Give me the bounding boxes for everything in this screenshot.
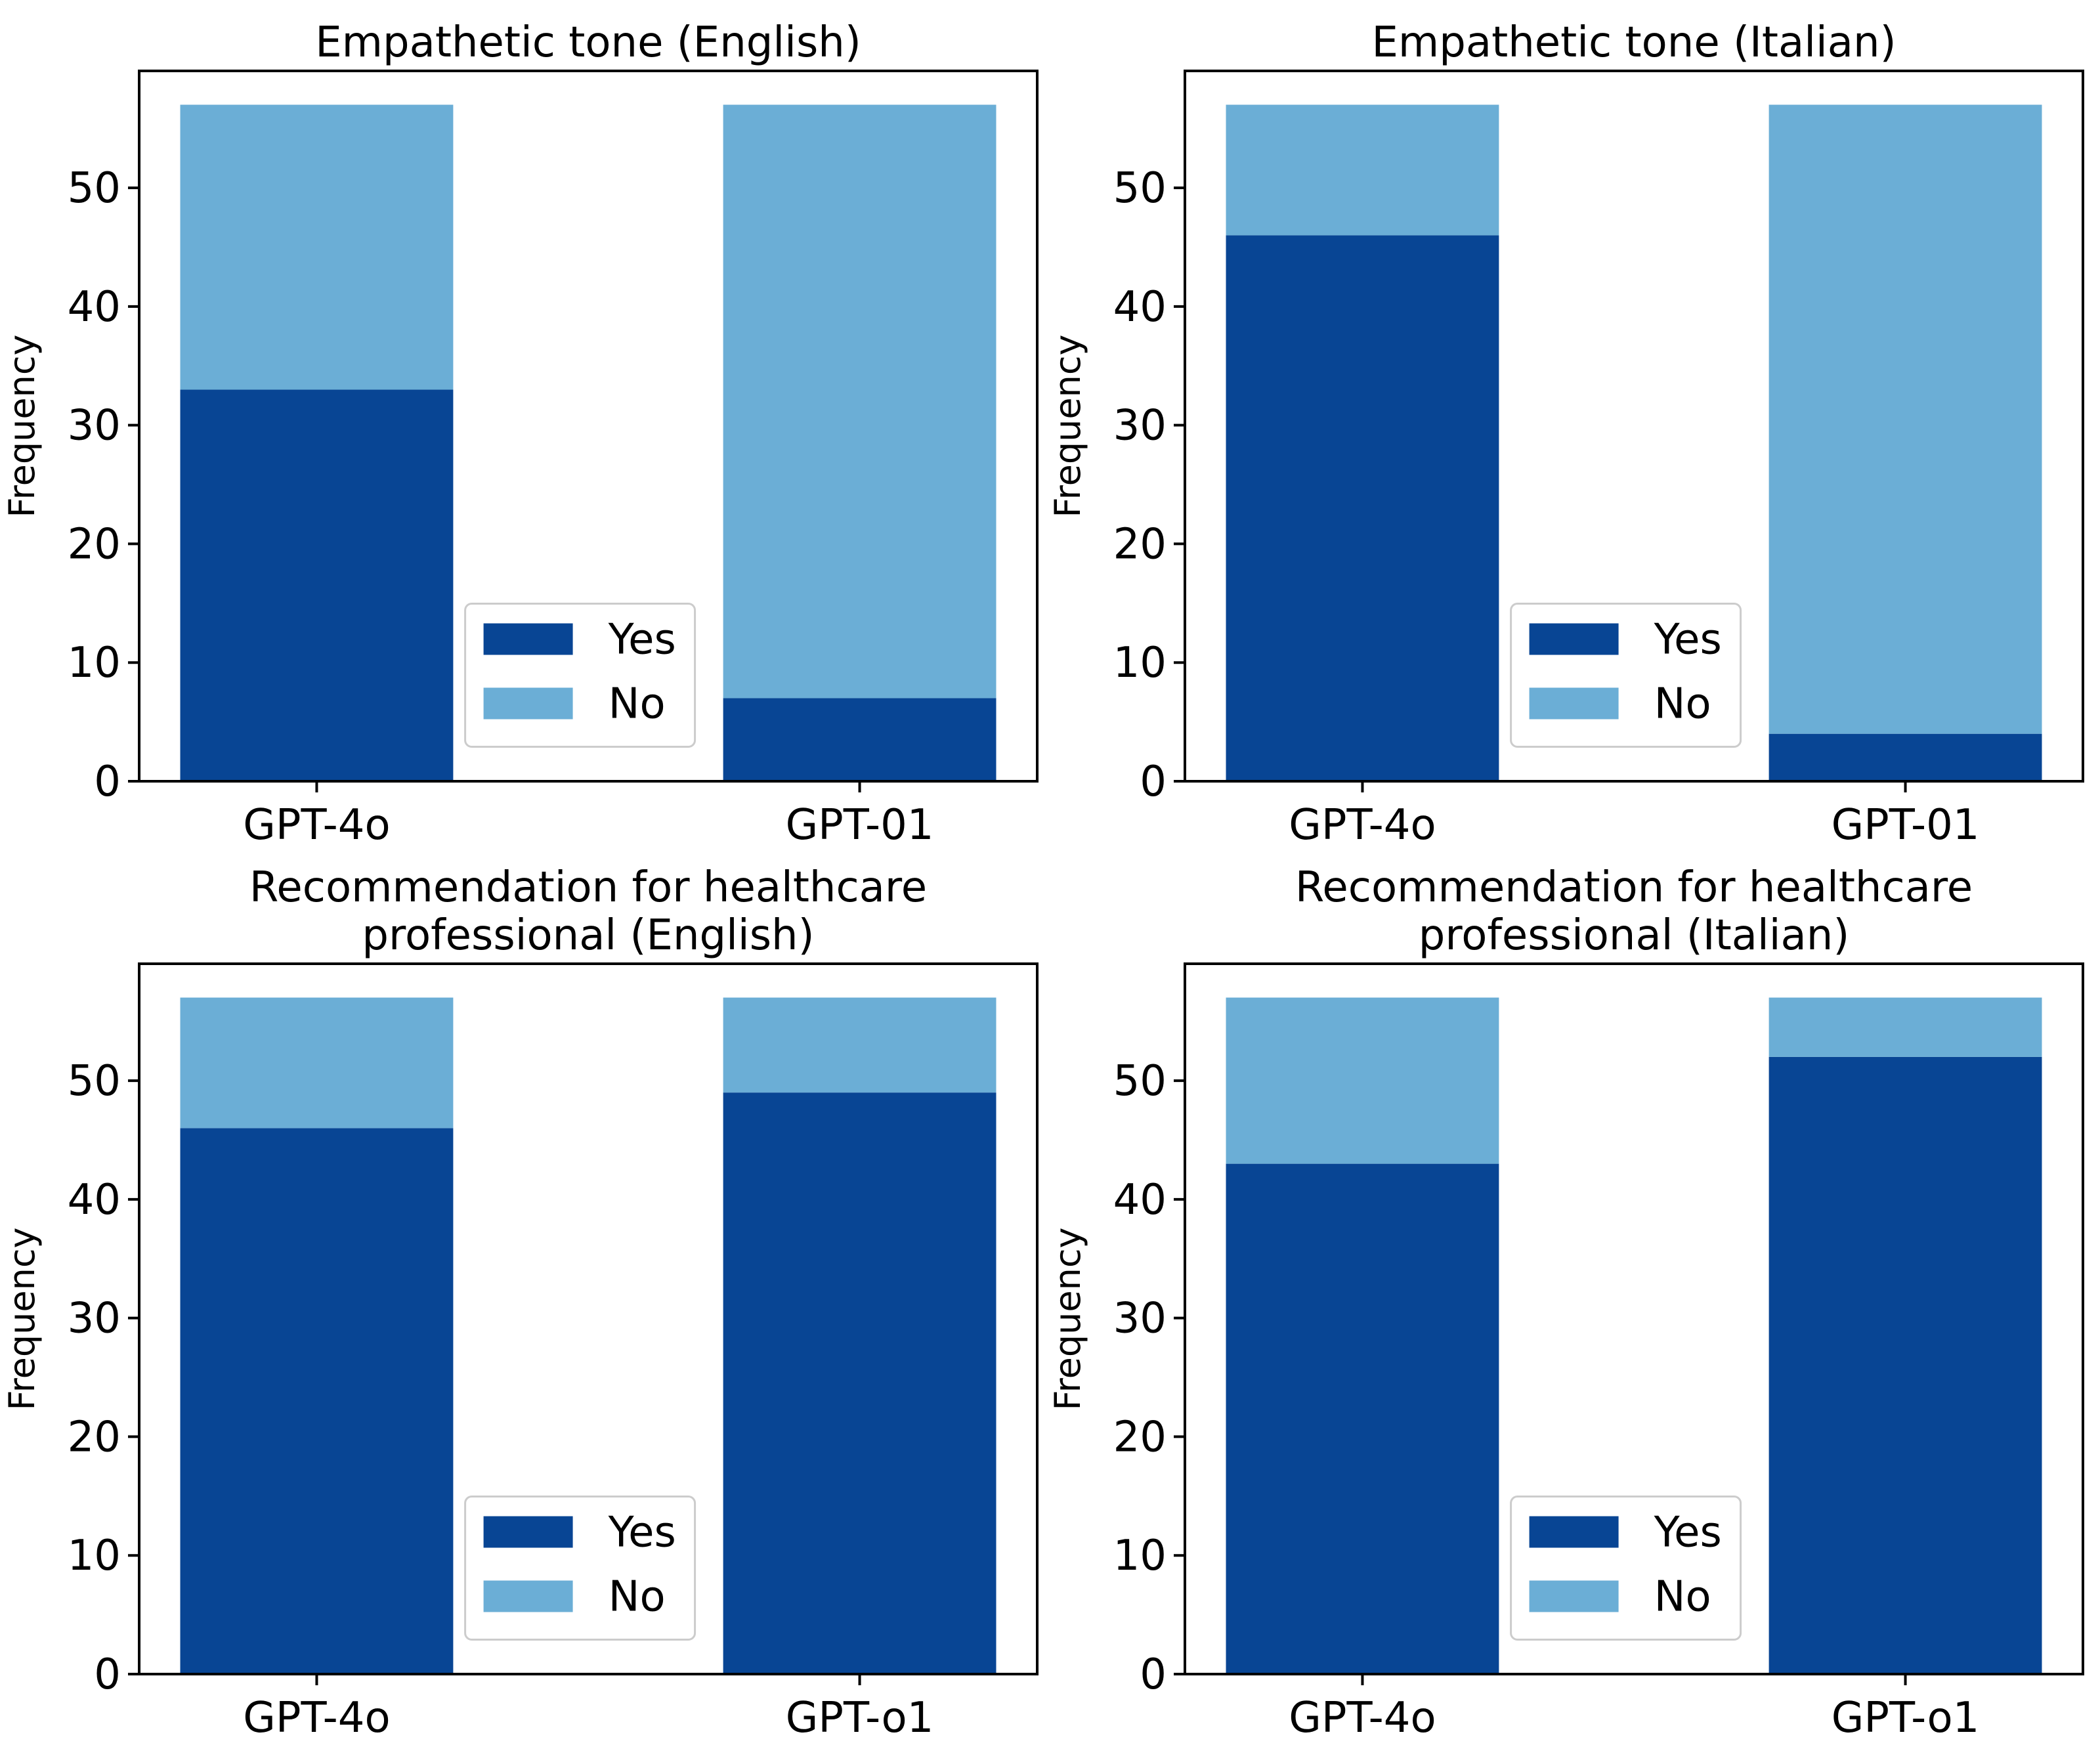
y-tick-label: 30 bbox=[68, 1295, 121, 1343]
y-tick-label: 30 bbox=[68, 402, 121, 450]
chart-panel-1: 0 10 20 30 40 50 GPT-4o GPT-01 Frequency Empathet… bbox=[1, 18, 1039, 850]
x-tick-label: GPT-o1 bbox=[786, 1694, 934, 1742]
chart-title: Empathetic tone (Italian) bbox=[1371, 18, 1896, 67]
y-tick-label: 40 bbox=[1113, 1176, 1167, 1224]
y-tick-label: 0 bbox=[1140, 758, 1167, 806]
chart-title: Recommendation for healthcare bbox=[1295, 863, 1973, 912]
y-axis-label: Frequency bbox=[1, 335, 43, 518]
y-tick-label: 10 bbox=[68, 1532, 121, 1580]
y-tick-label: 50 bbox=[1113, 1057, 1167, 1106]
x-tick-label: GPT-4o bbox=[243, 801, 390, 850]
y-tick-label: 10 bbox=[68, 639, 121, 687]
x-tick-label: GPT-4o bbox=[1289, 801, 1436, 850]
y-tick-label: 40 bbox=[68, 283, 121, 332]
bar-yes-gpt-4o bbox=[1226, 1163, 1499, 1674]
legend-label-no: No bbox=[1654, 680, 1711, 729]
y-tick-label: 0 bbox=[1140, 1650, 1167, 1699]
y-tick-label: 40 bbox=[68, 1176, 121, 1224]
y-tick-label: 30 bbox=[1113, 1295, 1167, 1343]
chart-title: Empathetic tone (English) bbox=[315, 18, 861, 67]
bar-no-gpt-01 bbox=[723, 104, 996, 699]
bar-no-gpt-01 bbox=[1768, 104, 2042, 734]
legend-swatch-yes bbox=[483, 1516, 573, 1548]
y-tick-label: 20 bbox=[1113, 520, 1167, 569]
bar-yes-gpt-01 bbox=[723, 698, 996, 781]
legend-swatch-no bbox=[483, 1580, 573, 1612]
legend-swatch-yes bbox=[1529, 623, 1619, 655]
chart-panel-3: 0 10 20 30 40 50 GPT-4o GPT-o1 Frequency Recommen… bbox=[1, 863, 1039, 1742]
y-tick-label: 40 bbox=[1113, 283, 1167, 332]
legend-label-yes: Yes bbox=[1654, 616, 1722, 664]
chart-panel-4: 0 10 20 30 40 50 GPT-4o GPT-o1 Frequency Recommen… bbox=[1047, 863, 2084, 1742]
y-tick-label: 50 bbox=[68, 1057, 121, 1106]
chart-title: professional (English) bbox=[362, 911, 814, 960]
legend-swatch-yes bbox=[483, 623, 573, 655]
chart-panel-2: 0 10 20 30 40 50 GPT-4o GPT-01 Frequency Empathet… bbox=[1047, 18, 2084, 850]
legend-swatch-no bbox=[1529, 687, 1619, 720]
bar-no-gpt-4o bbox=[1226, 997, 1499, 1164]
x-tick-label: GPT-4o bbox=[1289, 1694, 1436, 1742]
legend-label-yes: Yes bbox=[608, 616, 676, 664]
bar-no-gpt-o1 bbox=[1768, 997, 2042, 1057]
legend-swatch-yes bbox=[1529, 1516, 1619, 1548]
y-tick-label: 20 bbox=[1113, 1413, 1167, 1461]
bar-yes-gpt-o1 bbox=[1768, 1056, 2042, 1674]
y-axis-label: Frequency bbox=[1047, 1228, 1088, 1411]
y-tick-label: 20 bbox=[68, 520, 121, 569]
legend-label-yes: Yes bbox=[1654, 1509, 1722, 1557]
bar-no-gpt-o1 bbox=[723, 997, 996, 1093]
legend-label-no: No bbox=[609, 1573, 666, 1622]
y-tick-label: 0 bbox=[94, 758, 121, 806]
bar-no-gpt-4o bbox=[180, 997, 454, 1129]
chart-title: Recommendation for healthcare bbox=[249, 863, 927, 912]
bar-yes-gpt-4o bbox=[180, 1128, 454, 1674]
y-tick-label: 30 bbox=[1113, 402, 1167, 450]
legend-label-no: No bbox=[609, 680, 666, 729]
x-tick-label: GPT-01 bbox=[786, 801, 934, 850]
y-tick-label: 10 bbox=[1113, 1532, 1167, 1580]
bar-no-gpt-4o bbox=[180, 104, 454, 390]
y-axis-label: Frequency bbox=[1, 1228, 43, 1411]
legend-swatch-no bbox=[1529, 1580, 1619, 1612]
legend-label-no: No bbox=[1654, 1573, 1711, 1622]
y-tick-label: 0 bbox=[94, 1650, 121, 1699]
legend-label-yes: Yes bbox=[608, 1509, 676, 1557]
y-tick-label: 20 bbox=[68, 1413, 121, 1461]
bar-yes-gpt-4o bbox=[180, 389, 454, 781]
x-tick-label: GPT-4o bbox=[243, 1694, 390, 1742]
y-axis-label: Frequency bbox=[1047, 335, 1088, 518]
bar-yes-gpt-4o bbox=[1226, 235, 1499, 781]
legend-swatch-no bbox=[483, 687, 573, 720]
bar-yes-gpt-o1 bbox=[723, 1092, 996, 1674]
y-tick-label: 50 bbox=[68, 164, 121, 213]
chart-title: professional (Italian) bbox=[1419, 911, 1850, 960]
bar-no-gpt-4o bbox=[1226, 104, 1499, 236]
x-tick-label: GPT-01 bbox=[1832, 801, 1980, 850]
y-tick-label: 50 bbox=[1113, 164, 1167, 213]
bar-yes-gpt-01 bbox=[1768, 733, 2042, 781]
y-tick-label: 10 bbox=[1113, 639, 1167, 687]
x-tick-label: GPT-o1 bbox=[1832, 1694, 1980, 1742]
